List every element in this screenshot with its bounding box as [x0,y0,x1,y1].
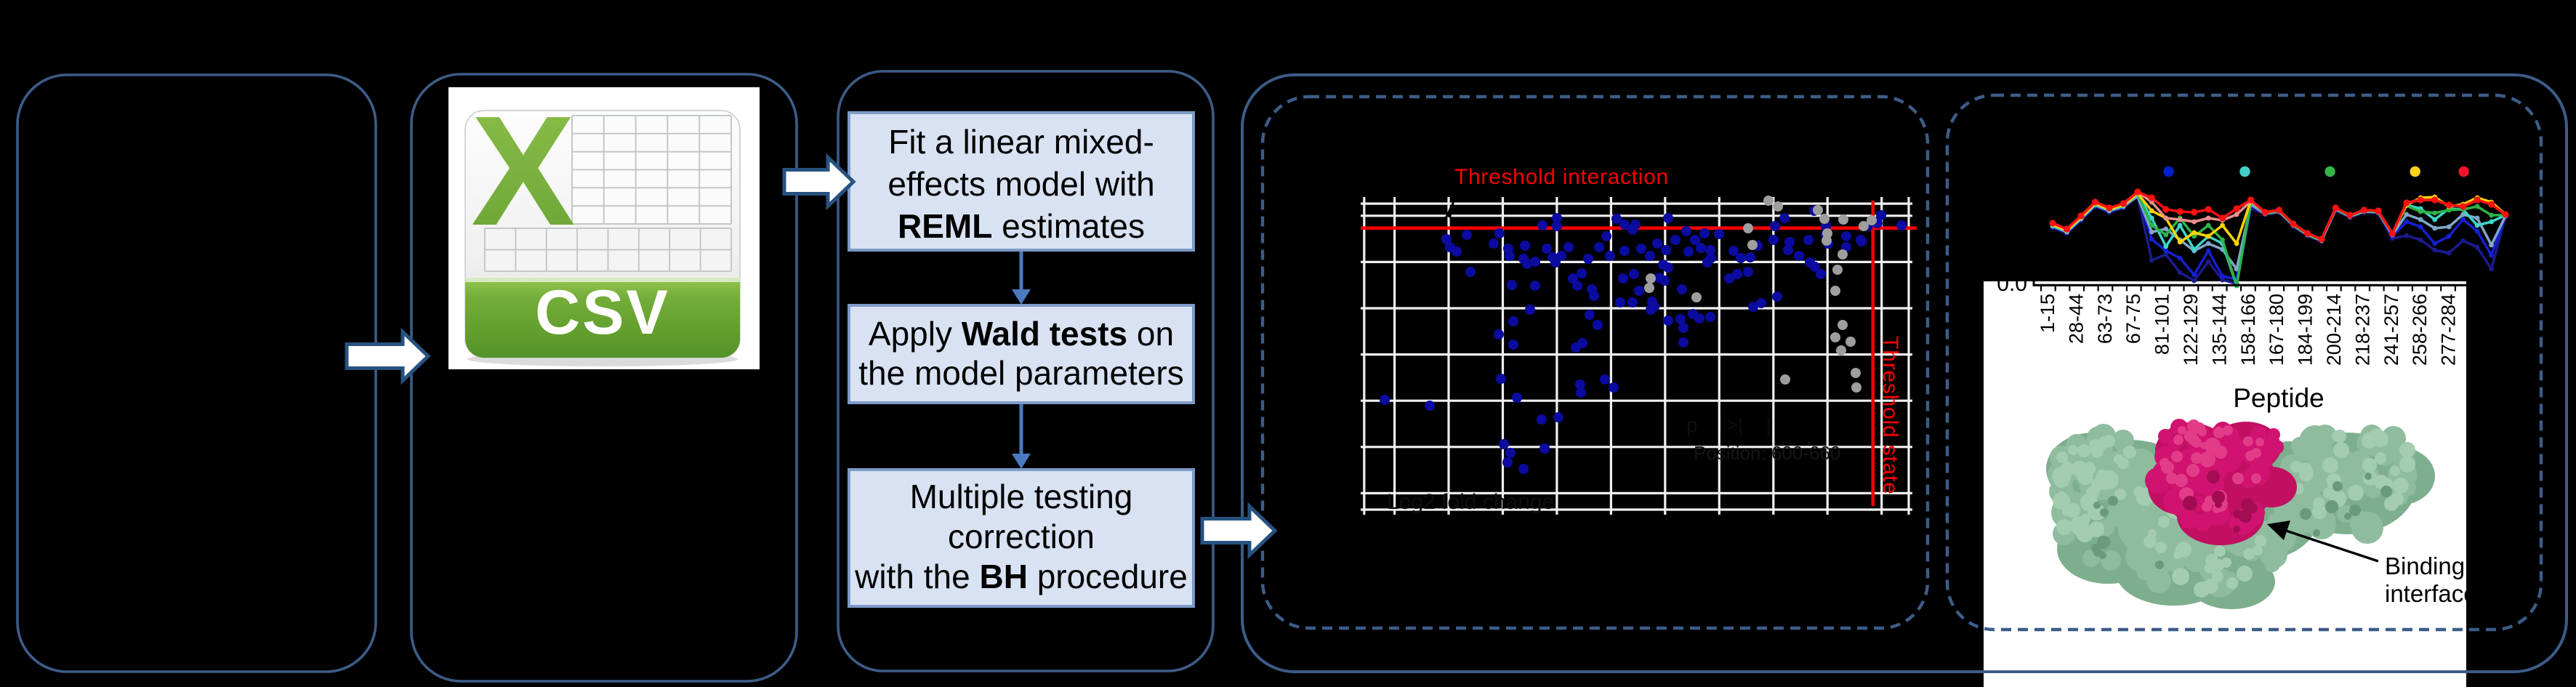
svg-text:67-75: 67-75 [2122,294,2144,344]
svg-text:158-166: 158-166 [2237,294,2259,366]
svg-text:258-266: 258-266 [2409,294,2431,366]
svg-text:122-129: 122-129 [2180,294,2202,366]
svg-text:Fit a linear mixed-: Fit a linear mixed- [888,123,1154,161]
svg-text:effects model with: effects model with [887,165,1154,203]
svg-text:Log2 fold change: Log2 fold change [1387,490,1554,514]
svg-text:200-214: 200-214 [2323,294,2345,366]
svg-text:Multiple testing: Multiple testing [910,478,1133,515]
svg-text:28-44: 28-44 [2065,294,2087,344]
svg-text:Position: 600-660: Position: 600-660 [1694,442,1840,464]
svg-text:p >| |: p >| | [1686,414,1771,436]
svg-text:X: X [471,83,575,258]
svg-text:REML estimates: REML estimates [898,207,1145,245]
svg-text:63-73: 63-73 [2094,294,2116,344]
svg-text:Binding: Binding [2385,553,2465,579]
svg-text:1-15: 1-15 [2037,294,2058,333]
svg-text:167-180: 167-180 [2266,294,2287,366]
svg-text:the model parameters: the model parameters [858,354,1183,392]
svg-text:interface: interface [2385,580,2477,607]
svg-text:correction: correction [948,518,1095,555]
svg-text:218-237: 218-237 [2351,294,2373,366]
svg-text:Threshold state: Threshold state [1878,336,1902,495]
svg-text:Peptide: Peptide [2233,383,2325,413]
svg-text:with the BH procedure: with the BH procedure [854,558,1188,595]
svg-text:0.0: 0.0 [1997,272,2027,296]
svg-text:Apply Wald tests on: Apply Wald tests on [869,315,1174,353]
svg-text:277-284: 277-284 [2438,294,2460,366]
svg-text:81-101: 81-101 [2152,294,2173,355]
svg-text:CSV: CSV [535,278,670,347]
svg-text:Threshold interaction: Threshold interaction [1454,165,1669,189]
svg-text:241-257: 241-257 [2380,294,2402,366]
svg-text:184-199: 184-199 [2295,294,2317,366]
svg-text:135-144: 135-144 [2208,294,2230,366]
